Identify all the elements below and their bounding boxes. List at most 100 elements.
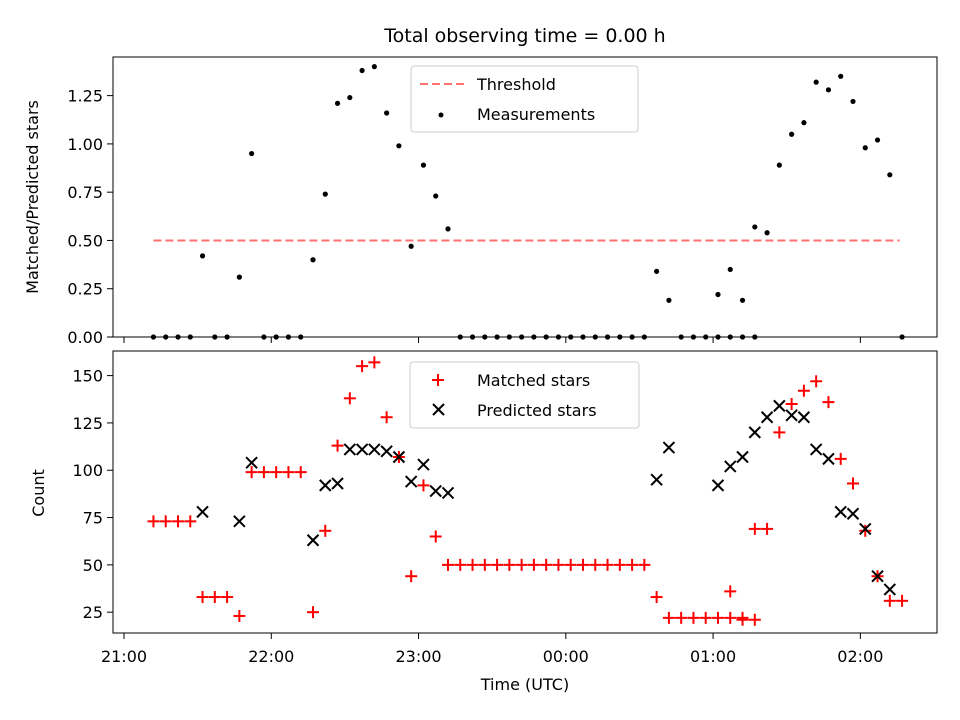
- matched-star-point: [859, 524, 872, 537]
- measurement-point: [420, 162, 427, 168]
- predicted-star-point: [245, 456, 258, 469]
- matched-star-point: [773, 426, 786, 439]
- predicted-star-point: [441, 486, 455, 500]
- measurement-point: [789, 131, 795, 137]
- bottom-y-tick-label: 150: [72, 367, 103, 386]
- predicted-star-point: [773, 399, 786, 413]
- matched-star-point: [380, 411, 393, 424]
- chart-title: Total observing time = 0.00 h: [383, 25, 665, 47]
- bottom-x-tick-label: 01:00: [690, 647, 736, 666]
- measurement-point: [727, 266, 733, 273]
- predicted-legend-label: Predicted stars: [477, 401, 597, 420]
- matched-star-point: [454, 558, 467, 571]
- measurement-point: [801, 120, 807, 126]
- matched-star-point: [638, 558, 651, 571]
- predicted-star-point: [319, 479, 332, 492]
- matched-star-point: [270, 466, 283, 479]
- matched-star-point: [147, 515, 160, 528]
- matched-star-point: [294, 466, 307, 479]
- predicted-star-point: [871, 570, 884, 583]
- predicted-star-point: [306, 534, 320, 547]
- predicted-star-point: [404, 475, 418, 488]
- measurement-point: [874, 137, 881, 143]
- measurements-legend-label: Measurements: [477, 105, 595, 124]
- matched-star-point: [810, 375, 823, 388]
- matched-star-point: [626, 558, 639, 571]
- top-y-tick-label: 0.50: [67, 231, 103, 250]
- bottom-y-tick-label: 100: [72, 461, 103, 480]
- matched-star-point: [208, 591, 221, 604]
- measurement-point: [359, 67, 365, 74]
- bottom-x-tick-label: 00:00: [543, 647, 589, 666]
- matched-star-point: [171, 515, 184, 528]
- top-plot-frame: [112, 56, 938, 338]
- measurement-point: [433, 193, 439, 199]
- matched-star-point: [356, 360, 369, 373]
- predicted-star-point: [650, 473, 663, 486]
- measurement-point: [408, 243, 414, 249]
- measurement-point: [334, 100, 341, 106]
- predicted-star-point: [834, 505, 847, 519]
- matched-star-point: [724, 611, 737, 624]
- bottom-y-tick-label: 25: [83, 603, 103, 622]
- bottom-legend: Matched stars Predicted stars: [409, 361, 640, 429]
- matched-star-point: [343, 392, 356, 405]
- matched-star-point: [883, 594, 896, 607]
- measurement-point: [310, 257, 316, 263]
- measurement-point: [850, 98, 856, 105]
- bottom-plot-frame: [112, 350, 938, 634]
- matched-star-point: [748, 613, 761, 626]
- matched-star-point: [159, 515, 172, 528]
- threshold-legend-label: Threshold: [476, 75, 556, 94]
- matched-star-point: [650, 591, 663, 604]
- measurement-point: [887, 172, 893, 178]
- matched-star-point: [675, 611, 688, 624]
- matched-star-point: [834, 452, 847, 465]
- matched-star-point: [736, 613, 749, 626]
- predicted-star-point: [797, 411, 811, 424]
- matched-star-point: [478, 558, 491, 571]
- measurement-point: [445, 226, 451, 232]
- matched-star-point: [662, 611, 675, 624]
- matched-star-point: [245, 466, 258, 479]
- measurement-point: [322, 191, 328, 197]
- bottom-x-axis-label: Time (UTC): [480, 675, 569, 694]
- top-y-tick-label: 1.25: [67, 87, 103, 106]
- predicted-legend-swatch: [432, 403, 445, 416]
- top-y-tick-label: 0.00: [67, 328, 103, 347]
- predicted-star-point: [859, 522, 872, 536]
- predicted-star-point: [355, 443, 369, 456]
- bottom-y-tick-label: 75: [83, 509, 103, 528]
- matched-star-point: [822, 396, 835, 409]
- measurement-point: [739, 297, 746, 303]
- measurement-point: [666, 297, 672, 303]
- matched-star-point: [846, 477, 859, 490]
- matched-star-point: [441, 558, 454, 571]
- top-legend: Threshold Measurements: [410, 65, 639, 133]
- matched-star-point: [576, 558, 589, 571]
- measurement-point: [764, 230, 770, 236]
- predicted-star-point: [196, 505, 209, 519]
- predicted-star-point: [748, 426, 762, 439]
- bottom-x-tick-label: 21:00: [101, 647, 147, 666]
- matched-legend-swatch: [432, 374, 444, 386]
- bottom-y-tick-label: 50: [83, 556, 103, 575]
- measurement-point: [813, 79, 819, 85]
- measurements-legend-swatch: [438, 112, 444, 118]
- matched-star-point: [564, 558, 577, 571]
- measurement-point: [371, 64, 377, 70]
- matched-star-point: [711, 611, 724, 624]
- matched-star-point: [589, 558, 602, 571]
- matched-star-point: [613, 558, 626, 571]
- matched-star-point: [515, 558, 528, 571]
- matched-star-point: [233, 609, 246, 622]
- matched-star-point: [196, 591, 209, 604]
- measurement-point: [347, 94, 353, 101]
- matched-legend-label: Matched stars: [477, 371, 590, 390]
- matched-star-point: [699, 611, 712, 624]
- matched-star-point: [331, 439, 344, 452]
- matched-star-point: [184, 515, 197, 528]
- matched-star-point: [503, 558, 516, 571]
- measurement-point: [236, 274, 242, 280]
